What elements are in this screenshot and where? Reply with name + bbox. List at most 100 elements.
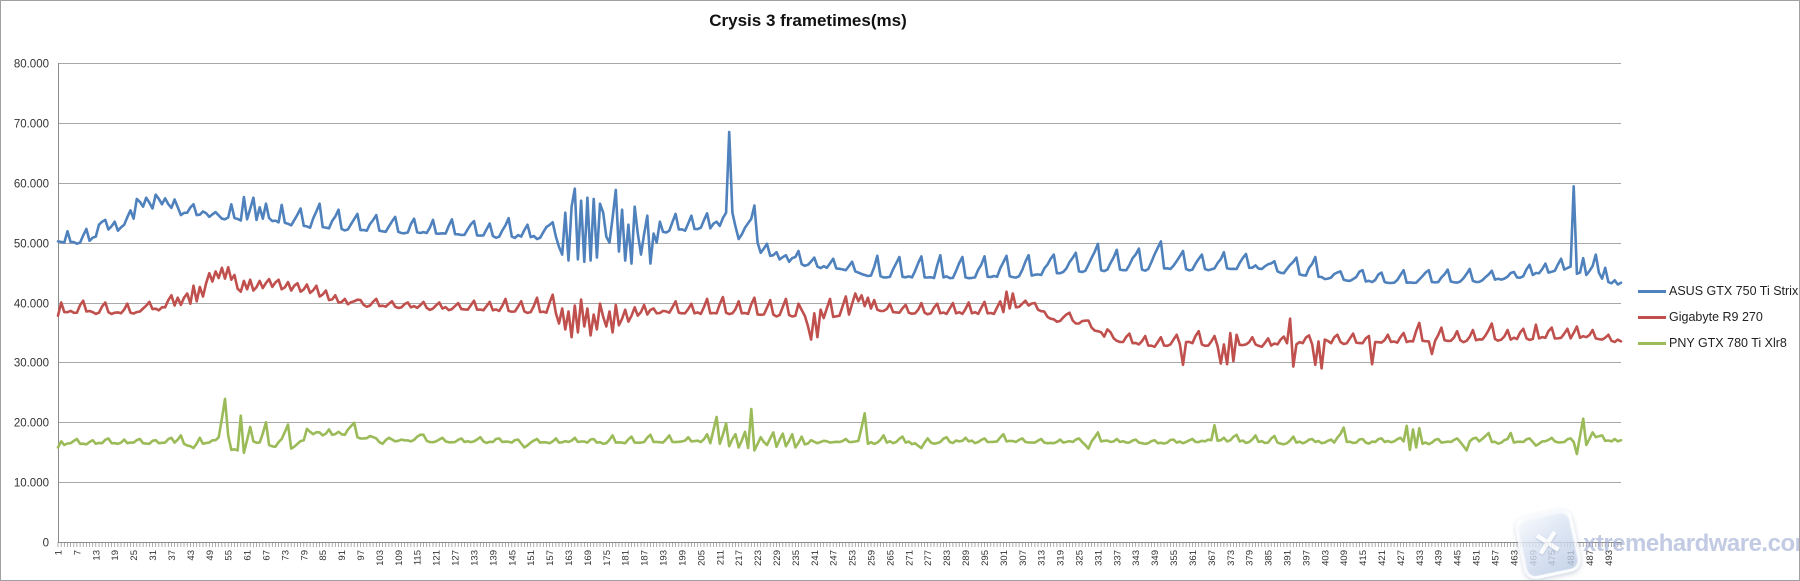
x-tick-label: 1 <box>54 550 65 555</box>
series-line-asus-gtx-750-ti-strix <box>56 130 1623 286</box>
x-tick-label: 343 <box>1131 550 1142 566</box>
x-tick-label: 109 <box>394 550 405 566</box>
x-tick-label: 121 <box>432 550 443 566</box>
y-tick-label: 0 <box>43 538 49 550</box>
x-tick-label: 211 <box>715 550 726 565</box>
x-tick-label: 7 <box>72 550 83 555</box>
x-tick-label: 433 <box>1415 550 1426 566</box>
x-tick-label: 241 <box>810 550 821 566</box>
x-tick-label: 55 <box>224 550 235 561</box>
x-tick-label: 391 <box>1282 550 1293 566</box>
x-tick-label: 67 <box>261 550 272 561</box>
x-tick-label: 43 <box>186 550 197 561</box>
x-tick-label: 127 <box>451 550 462 566</box>
x-tick-label: 247 <box>829 550 840 566</box>
x-tick-label: 331 <box>1093 550 1104 566</box>
y-tick-label: 10.000 <box>14 478 49 490</box>
y-tick-label: 20.000 <box>14 418 49 430</box>
chart-title: Crysis 3 frametimes(ms) <box>709 11 907 30</box>
x-tick-label: 235 <box>791 550 802 566</box>
x-tick-label: 97 <box>356 550 367 561</box>
y-tick-label: 80.000 <box>14 59 49 71</box>
x-tick-label: 223 <box>753 550 764 566</box>
x-tick-label: 319 <box>1056 550 1067 566</box>
y-tick-label: 40.000 <box>14 299 49 311</box>
x-tick-label: 115 <box>413 550 424 565</box>
x-tick-label: 403 <box>1320 550 1331 566</box>
x-tick-label: 457 <box>1490 550 1501 566</box>
legend-item-asus-gtx-750-ti-strix: ASUS GTX 750 Ti Strix <box>1638 278 1798 304</box>
x-tick-label: 283 <box>942 550 953 566</box>
x-tick-label: 355 <box>1169 550 1180 566</box>
x-tick-label: 151 <box>526 550 537 566</box>
x-tick-label: 175 <box>602 550 613 566</box>
x-tick-label: 13 <box>91 550 102 561</box>
y-axis-labels: 80.000 70.000 60.000 50.000 40.000 30.000 20.0… <box>14 59 49 550</box>
x-tick-label: 187 <box>640 550 651 566</box>
x-tick-label: 85 <box>318 550 329 561</box>
y-tick-label: 30.000 <box>14 358 49 370</box>
x-tick-label: 229 <box>772 550 783 566</box>
x-tick-label: 295 <box>980 550 991 566</box>
legend-item-gigabyte-r9-270: Gigabyte R9 270 <box>1638 304 1798 330</box>
x-tick-label: 193 <box>659 550 670 566</box>
x-tick-label: 379 <box>1245 550 1256 566</box>
x-tick-label: 205 <box>696 550 707 566</box>
legend-line-swatch <box>1638 341 1666 345</box>
x-tick-label: 37 <box>167 550 178 561</box>
x-tick-label: 217 <box>734 550 745 566</box>
x-tick-label: 445 <box>1453 550 1464 566</box>
y-gridlines <box>58 63 1621 543</box>
x-tick-label: 61 <box>243 550 254 561</box>
series-lines <box>56 130 1623 456</box>
x-tick-label: 169 <box>583 550 594 566</box>
legend-label: ASUS GTX 750 Ti Strix <box>1669 284 1799 298</box>
x-tick-label: 313 <box>1037 550 1048 566</box>
x-tick-label: 439 <box>1434 550 1445 566</box>
x-tick-label: 25 <box>129 550 140 561</box>
x-tick-label: 421 <box>1377 550 1388 566</box>
x-tick-label: 79 <box>299 550 310 561</box>
legend: ASUS GTX 750 Ti Strix Gigabyte R9 270 PNY … <box>1638 278 1798 356</box>
x-tick-label: 145 <box>507 550 518 566</box>
x-tick-marks <box>57 542 1622 547</box>
x-tick-label: 385 <box>1264 550 1275 566</box>
x-tick-label: 265 <box>885 550 896 566</box>
x-tick-label: 199 <box>677 550 688 566</box>
x-tick-label: 277 <box>923 550 934 566</box>
x-tick-label: 409 <box>1339 550 1350 566</box>
x-tick-label: 49 <box>205 550 216 561</box>
x-tick-label: 163 <box>564 550 575 566</box>
x-tick-label: 73 <box>280 550 291 561</box>
legend-line-swatch <box>1638 315 1666 319</box>
x-tick-label: 451 <box>1472 550 1483 566</box>
x-tick-label: 91 <box>337 550 348 561</box>
watermark-text: xtremehardware.com <box>1583 530 1800 557</box>
x-tick-label: 493 <box>1604 550 1615 566</box>
x-tick-label: 157 <box>545 550 556 566</box>
legend-label: PNY GTX 780 Ti Xlr8 <box>1669 336 1787 350</box>
x-tick-label: 349 <box>1150 550 1161 566</box>
x-tick-label: 487 <box>1585 550 1596 566</box>
y-tick-label: 60.000 <box>14 179 49 191</box>
x-tick-label: 325 <box>1074 550 1085 566</box>
x-tick-label: 337 <box>1112 550 1123 566</box>
x-tick-label: 463 <box>1509 550 1520 566</box>
x-tick-label: 271 <box>904 550 915 566</box>
x-tick-label: 307 <box>1018 550 1029 566</box>
x-tick-label: 181 <box>621 550 632 566</box>
y-tick-label: 70.000 <box>14 119 49 131</box>
x-glyph: ✕ <box>1530 522 1566 566</box>
series-line-pny-gtx-780-ti-xlr8 <box>56 397 1623 456</box>
series-line-gigabyte-r9-270 <box>56 265 1623 370</box>
legend-line-swatch <box>1638 289 1666 293</box>
x-tick-label: 133 <box>469 550 480 566</box>
x-tick-label: 259 <box>867 550 878 566</box>
y-tick-label: 50.000 <box>14 239 49 251</box>
x-tick-label: 289 <box>961 550 972 566</box>
x-tick-label: 397 <box>1301 550 1312 566</box>
x-tick-label: 373 <box>1226 550 1237 566</box>
legend-label: Gigabyte R9 270 <box>1669 310 1763 324</box>
